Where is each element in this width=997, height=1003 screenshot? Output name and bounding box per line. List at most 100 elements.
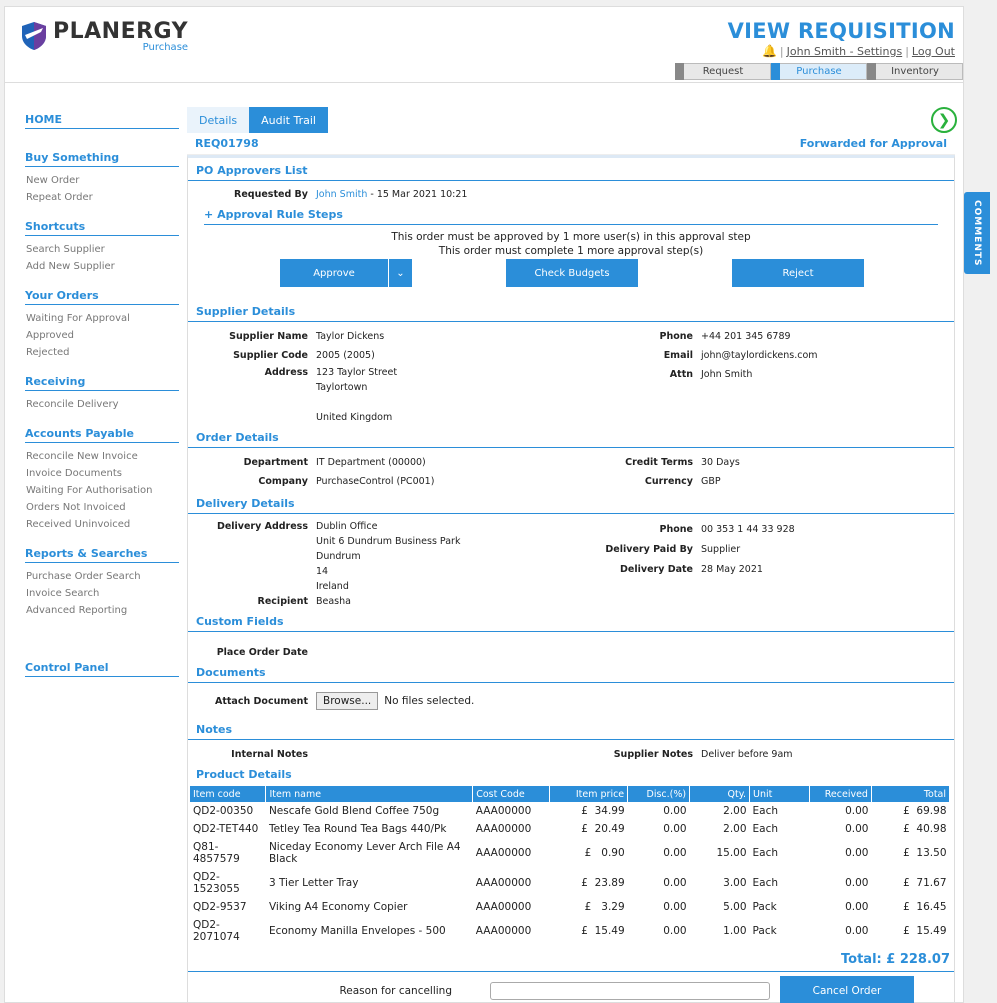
- sidebar-item-reconcile-new-invoice[interactable]: Reconcile New Invoice: [26, 451, 138, 462]
- sidebar-section-receiving[interactable]: Receiving: [25, 375, 179, 391]
- section-delivery: Delivery Details: [188, 491, 954, 514]
- delivery-paid-label: Delivery Paid By: [605, 543, 693, 555]
- unit: Pack: [752, 901, 777, 913]
- received: 0.00: [845, 925, 869, 937]
- approval-rule-steps-toggle[interactable]: + Approval Rule Steps: [204, 208, 938, 225]
- delivery-address-line: Dublin Office: [316, 521, 378, 532]
- currency: GBP: [701, 476, 721, 487]
- received: 0.00: [845, 901, 869, 913]
- sidebar-item-waiting-for-authorisation[interactable]: Waiting For Authorisation: [26, 485, 153, 496]
- line-total: £ 71.67: [903, 877, 947, 889]
- table-row: QD2-00350 Nescafe Gold Blend Coffee 750g…: [190, 802, 950, 820]
- approve-dropdown-chevron-icon[interactable]: ⌄: [388, 259, 412, 287]
- supplier-code-label: Supplier Code: [233, 350, 308, 361]
- sidebar-item-approved[interactable]: Approved: [26, 330, 74, 341]
- col-item-price: Item price: [549, 786, 629, 802]
- line-total: £ 40.98: [903, 823, 947, 835]
- sidebar-item-invoice-search[interactable]: Invoice Search: [26, 588, 100, 599]
- requested-by-link[interactable]: John Smith: [316, 189, 368, 200]
- received: 0.00: [845, 847, 869, 859]
- cost-code: AAA00000: [475, 877, 532, 889]
- discount: 0.00: [663, 823, 687, 835]
- section-order: Order Details: [188, 425, 954, 448]
- main-content: Details Audit Trail ❯ REQ01798 Forwarded…: [187, 107, 957, 1003]
- table-row: QD2-9537 Viking A4 Economy Copier AAA000…: [190, 898, 950, 916]
- supplier-name: Taylor Dickens: [316, 331, 385, 342]
- item-code: QD2-2071074: [193, 919, 240, 943]
- sidebar-item-advanced-reporting[interactable]: Advanced Reporting: [26, 605, 128, 616]
- line-total: £ 13.50: [903, 847, 947, 859]
- logo-wordmark: PLANERGY: [53, 19, 189, 44]
- sidebar-item-purchase-order-search[interactable]: Purchase Order Search: [26, 571, 141, 582]
- sidebar-control-panel[interactable]: Control Panel: [25, 661, 179, 677]
- approve-button[interactable]: Approve: [280, 259, 388, 287]
- sidebar-section-your-orders[interactable]: Your Orders: [25, 289, 179, 305]
- next-arrow-icon[interactable]: ❯: [931, 107, 957, 133]
- sidebar-home[interactable]: HOME: [25, 113, 179, 129]
- supplier-address-label: Address: [264, 367, 308, 378]
- discount: 0.00: [663, 847, 687, 859]
- comments-tab[interactable]: COMMENTS: [964, 192, 990, 274]
- sidebar-section-reports-searches[interactable]: Reports & Searches: [25, 547, 179, 563]
- reason-for-cancelling-label: Reason for cancelling: [339, 985, 452, 997]
- item-name: Economy Manilla Envelopes - 500: [268, 925, 446, 937]
- sidebar-item-invoice-documents[interactable]: Invoice Documents: [26, 468, 122, 479]
- reject-button[interactable]: Reject: [732, 259, 864, 287]
- item-price: £ 34.99: [581, 805, 625, 817]
- check-budgets-button[interactable]: Check Budgets: [506, 259, 638, 287]
- sidebar-section-accounts-payable[interactable]: Accounts Payable: [25, 427, 179, 443]
- item-name: Viking A4 Economy Copier: [268, 901, 408, 913]
- sidebar-item-add-new-supplier[interactable]: Add New Supplier: [26, 261, 115, 272]
- sidebar-item-waiting-for-approval[interactable]: Waiting For Approval: [26, 313, 130, 324]
- discount: 0.00: [663, 877, 687, 889]
- tab-audit-trail[interactable]: Audit Trail: [249, 107, 328, 133]
- unit: Each: [752, 823, 779, 835]
- sidebar-section-buy-something[interactable]: Buy Something: [25, 151, 179, 167]
- section-approvers: PO Approvers List: [188, 158, 954, 181]
- delivery-address-line: Unit 6 Dundrum Business Park: [316, 536, 461, 547]
- received: 0.00: [845, 877, 869, 889]
- table-row: QD2-1523055 3 Tier Letter Tray AAA00000 …: [190, 868, 950, 898]
- delivery-phone-label: Phone: [659, 523, 693, 535]
- browse-button[interactable]: Browse...: [316, 692, 379, 710]
- approval-message-1: This order must be approved by 1 more us…: [391, 231, 751, 243]
- item-name: Tetley Tea Round Tea Bags 440/Pk: [268, 823, 447, 835]
- supplier-address-line: 123 Taylor Street: [316, 367, 398, 378]
- step-inventory[interactable]: Inventory: [867, 63, 963, 80]
- requisition-id: REQ01798: [195, 137, 259, 150]
- reason-for-cancelling-input[interactable]: [490, 982, 770, 1000]
- logo[interactable]: PLANERGY Purchase: [21, 21, 188, 53]
- file-status: No files selected.: [384, 695, 475, 707]
- page-title: VIEW REQUISITION: [727, 19, 955, 43]
- step-purchase[interactable]: Purchase: [771, 63, 867, 80]
- user-settings-link[interactable]: John Smith - Settings: [786, 44, 903, 58]
- col-received: Received: [809, 786, 872, 802]
- col-qty: Qty.: [689, 786, 751, 802]
- item-code: QD2-1523055: [193, 871, 240, 895]
- tab-details[interactable]: Details: [187, 107, 250, 133]
- item-name: Nescafe Gold Blend Coffee 750g: [268, 805, 440, 817]
- sidebar-section-shortcuts[interactable]: Shortcuts: [25, 220, 179, 236]
- bell-icon[interactable]: 🔔: [761, 44, 777, 58]
- cancel-order-button[interactable]: Cancel Order: [780, 976, 914, 1003]
- step-request[interactable]: Request: [675, 63, 771, 80]
- supplier-attn-label: Attn: [669, 369, 693, 380]
- logout-link[interactable]: Log Out: [911, 44, 955, 58]
- sidebar-item-search-supplier[interactable]: Search Supplier: [26, 244, 105, 255]
- col-cost-code: Cost Code: [472, 786, 551, 802]
- sidebar-item-repeat-order[interactable]: Repeat Order: [26, 192, 93, 203]
- unit: Each: [752, 847, 779, 859]
- cost-code: AAA00000: [475, 847, 532, 859]
- department-label: Department: [243, 457, 308, 468]
- sidebar-item-new-order[interactable]: New Order: [26, 175, 80, 186]
- approve-split-button: Approve ⌄: [280, 259, 412, 287]
- sidebar-item-orders-not-invoiced[interactable]: Orders Not Invoiced: [26, 502, 126, 513]
- sidebar-item-rejected[interactable]: Rejected: [26, 347, 70, 358]
- item-name: Niceday Economy Lever Arch File A4 Black: [268, 841, 461, 865]
- shield-logo-icon: [22, 22, 46, 50]
- recipient-label: Recipient: [257, 596, 308, 607]
- sidebar-item-received-uninvoiced[interactable]: Received Uninvoiced: [26, 519, 131, 530]
- sidebar-item-reconcile-delivery[interactable]: Reconcile Delivery: [26, 399, 119, 410]
- delivery-paid-by: Supplier: [701, 543, 741, 555]
- company-label: Company: [258, 476, 308, 487]
